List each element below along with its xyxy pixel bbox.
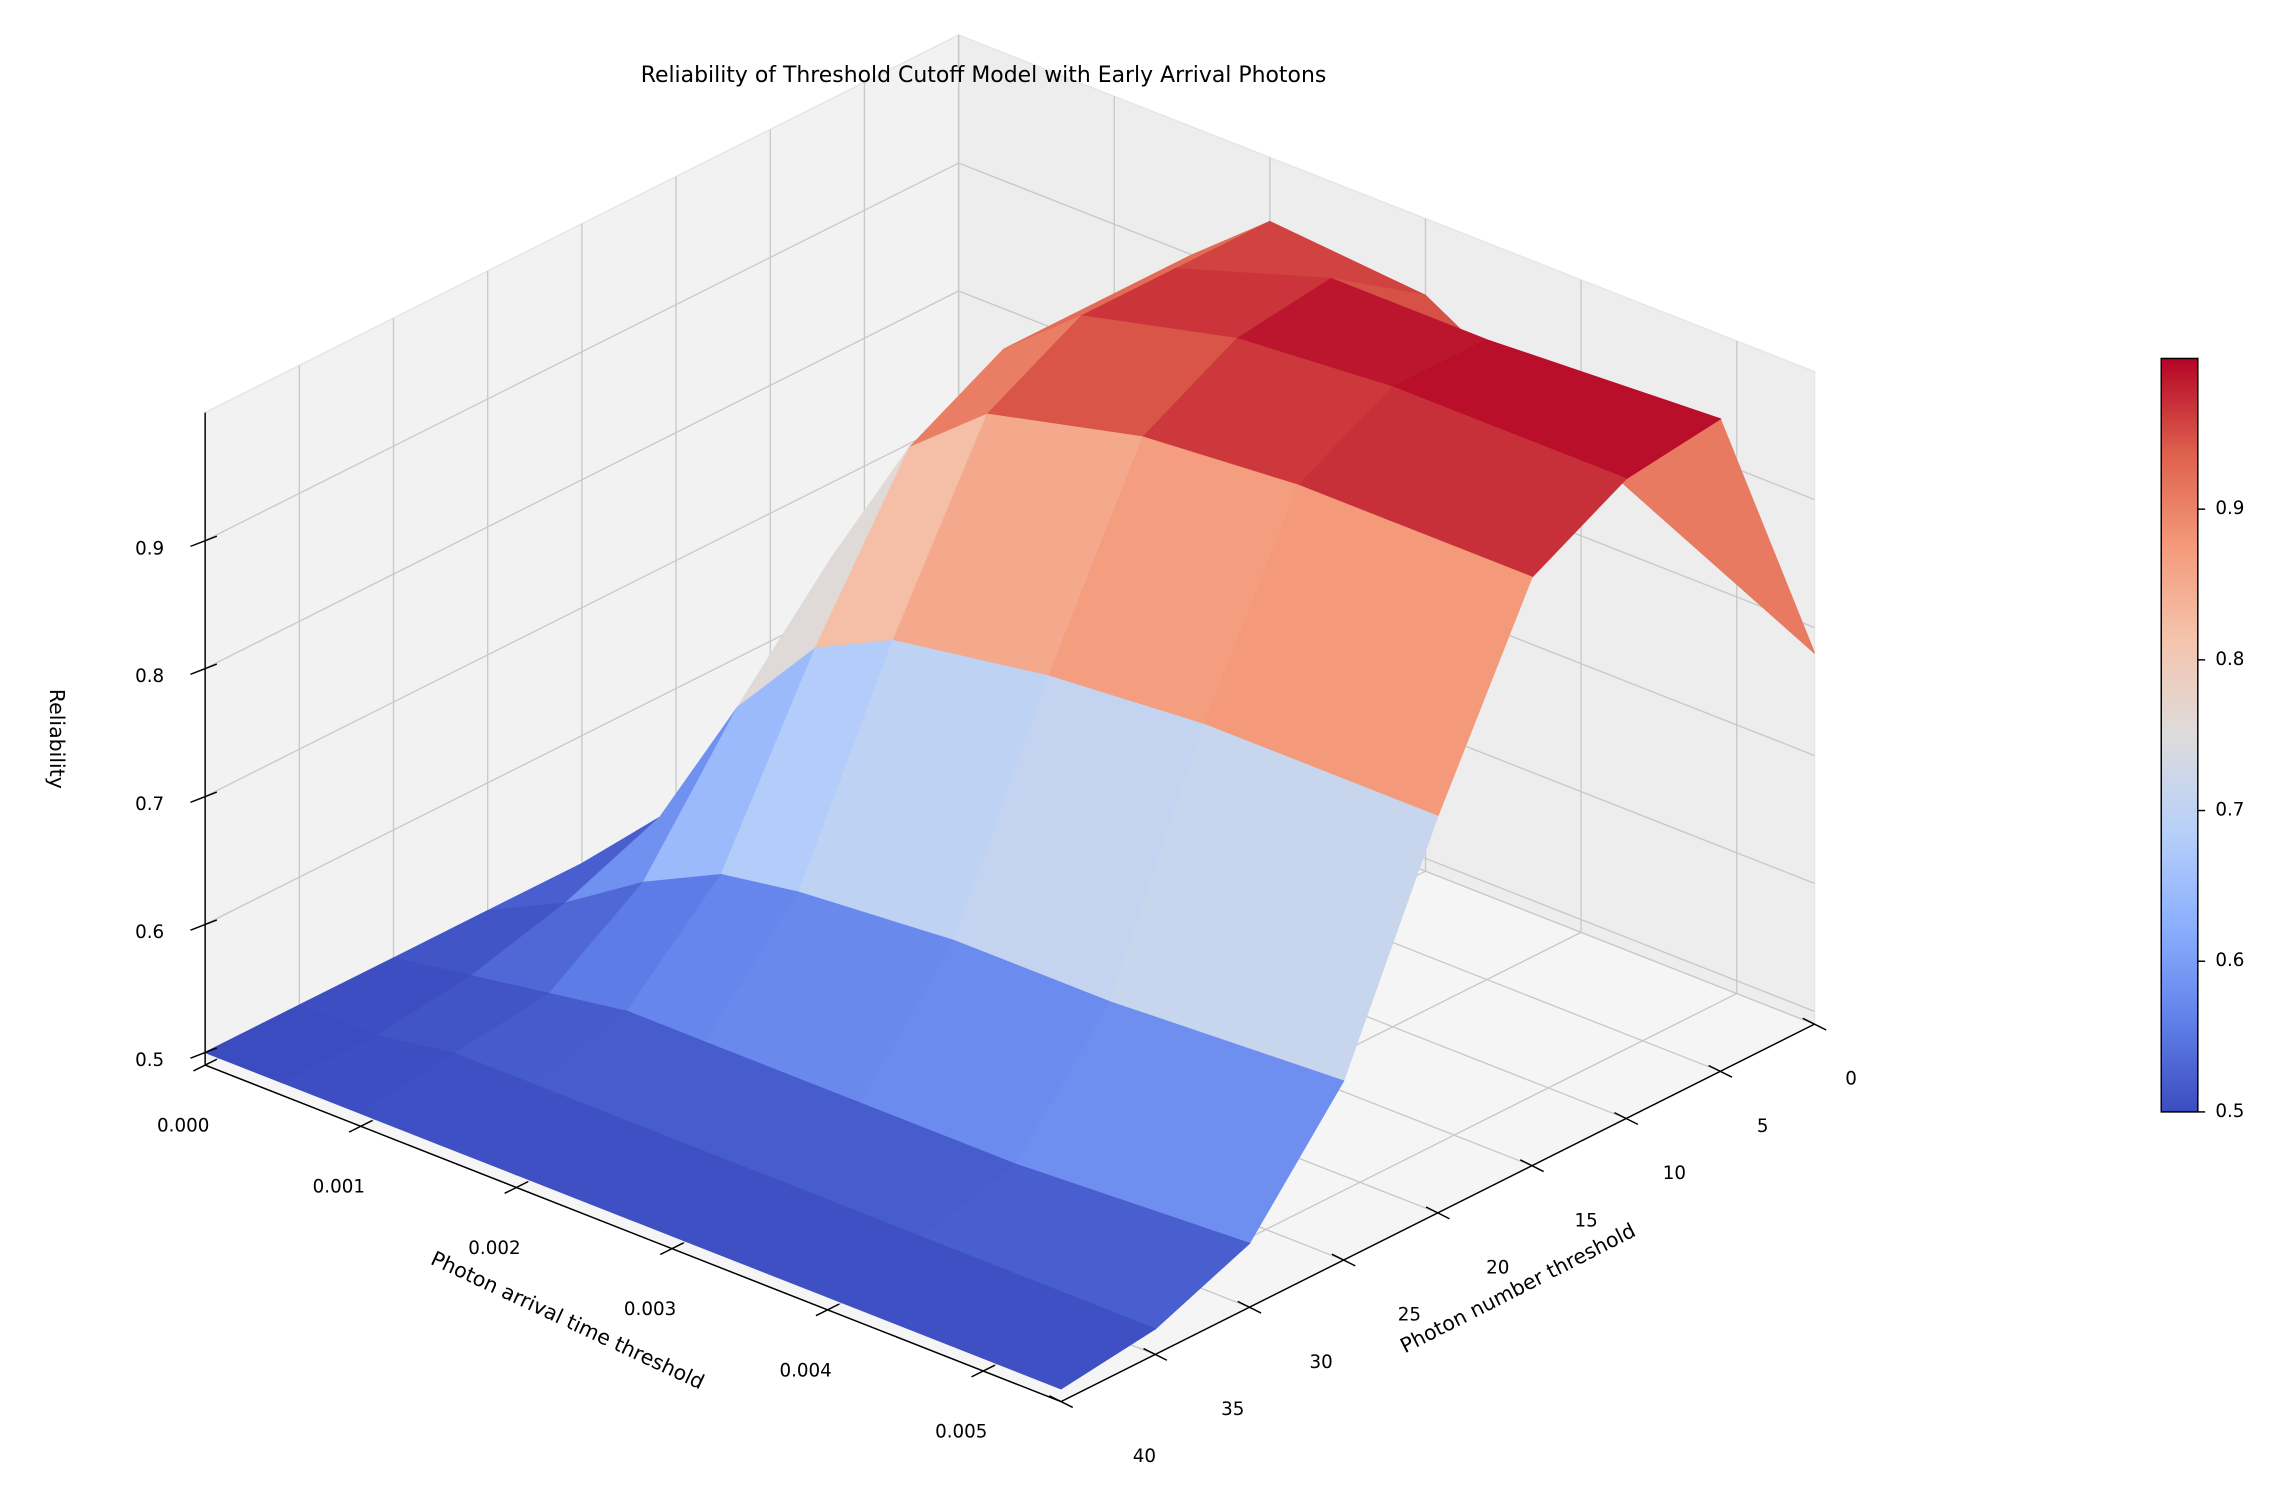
colorbar-tick-label: 0.5 [2215,1101,2244,1122]
grid-line [204,162,959,542]
y-tick-label: 5 [1757,1116,1769,1137]
z-tick-label: 0.9 [135,538,164,559]
x-tick-label: 0.000 [157,1116,209,1137]
x-tick-label: 0.003 [624,1299,676,1320]
z-tick [190,919,218,931]
chart-title: Reliability of Threshold Cutoff Model wi… [641,63,1327,88]
x-tick-label: 0.004 [780,1360,832,1381]
grid-line [204,418,959,798]
y-axis-line [1060,1023,1815,1403]
y-axis-label: Photon number threshold [1396,1218,1639,1358]
z-tick [190,663,218,676]
x-tick-label: 0.001 [313,1177,365,1198]
y-tick-label: 0 [1845,1069,1857,1090]
z-tick-label: 0.7 [135,794,164,815]
z-axis-label: Reliability [45,689,69,789]
z-tick [190,1047,218,1059]
y-tick [1049,1395,1074,1409]
z-tick [190,535,218,548]
surface [203,220,1816,1390]
x-axis-line [204,1064,1062,1403]
colorbar [2160,357,2199,1113]
z-tick-label: 0.5 [135,1050,164,1071]
colorbar-tick-label: 0.8 [2215,649,2244,670]
y-tick-label: 20 [1486,1257,1509,1278]
grid-line [204,290,959,670]
y-tick-label: 10 [1663,1163,1686,1184]
z-tick-label: 0.8 [135,666,164,687]
colorbar-tick-label: 0.6 [2215,950,2244,971]
y-tick-label: 35 [1221,1399,1244,1420]
x-tick-label: 0.002 [468,1238,520,1259]
surface-patch [826,1236,1157,1390]
y-tick-label: 15 [1574,1210,1597,1231]
z-tick-label: 0.6 [135,922,164,943]
y-tick-label: 40 [1133,1446,1156,1467]
y-tick-label: 25 [1398,1305,1421,1326]
z-tick [190,791,218,803]
colorbar-tick-label: 0.7 [2215,800,2244,821]
y-tick-label: 30 [1309,1352,1332,1373]
colorbar-tick-label: 0.9 [2215,498,2244,519]
x-tick-label: 0.005 [935,1421,987,1442]
x-axis-label: Photon arrival time threshold [427,1246,708,1394]
